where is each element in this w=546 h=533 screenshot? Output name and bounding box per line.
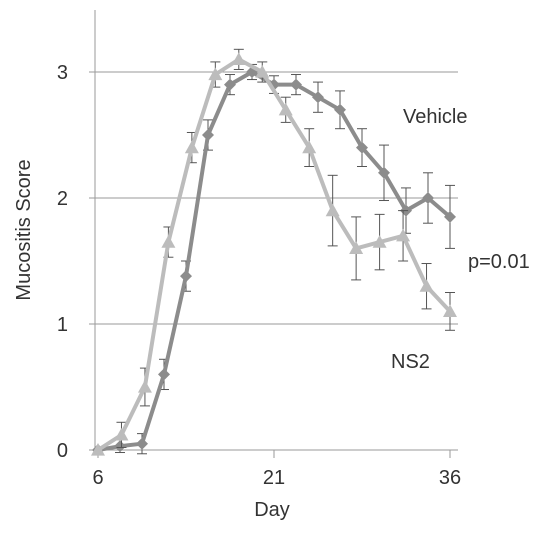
series-label-ns2: NS2 — [391, 351, 430, 373]
marker-ns2 — [302, 140, 317, 154]
marker-ns2 — [372, 235, 387, 248]
marker-vehicle — [378, 166, 390, 179]
marker-ns2 — [349, 241, 364, 254]
y-tick-label-3: 3 — [57, 62, 68, 84]
y-tick-label-1: 1 — [57, 314, 68, 336]
marker-ns2 — [184, 140, 199, 154]
y-tick-label-0: 0 — [57, 440, 68, 462]
marker-ns2 — [443, 304, 457, 317]
marker-vehicle — [114, 440, 126, 453]
marker-ns2 — [231, 52, 246, 65]
marker-vehicle — [334, 103, 346, 116]
marker-vehicle — [422, 192, 434, 204]
marker-vehicle — [290, 78, 302, 91]
label-layer: Day Mucositis Score Vehicle NS2 p=0.01 — [13, 106, 530, 521]
x-tick-label-36: 36 — [439, 467, 461, 489]
marker-ns2 — [325, 203, 340, 217]
marker-vehicle — [202, 129, 214, 141]
x-axis-title: Day — [254, 499, 290, 521]
x-tick-label-21: 21 — [263, 467, 285, 489]
marker-ns2 — [419, 279, 434, 292]
marker-vehicle — [158, 368, 170, 381]
marker-vehicle — [312, 91, 324, 104]
y-tick-label-2: 2 — [57, 188, 68, 210]
marker-ns2 — [91, 443, 105, 456]
series-layer — [91, 48, 457, 456]
marker-ns2 — [208, 67, 223, 81]
marker-vehicle — [180, 270, 192, 283]
series-line-vehicle — [97, 70, 452, 452]
y-axis-title: Mucositis Score — [13, 159, 35, 300]
p-value-annotation: p=0.01 — [468, 251, 530, 273]
marker-vehicle — [136, 437, 148, 450]
marker-vehicle — [224, 78, 236, 91]
marker-ns2 — [278, 102, 293, 116]
marker-vehicle — [444, 210, 456, 223]
series-line-ns2 — [96, 57, 452, 452]
series-vehicle — [92, 63, 456, 456]
series-ns2 — [91, 48, 457, 456]
marker-ns2 — [255, 65, 270, 78]
marker-ns2 — [396, 228, 411, 242]
marker-ns2 — [161, 235, 176, 248]
marker-vehicle — [356, 141, 368, 154]
series-label-vehicle: Vehicle — [403, 106, 468, 128]
marker-ns2 — [114, 427, 129, 441]
marker-ns2 — [137, 380, 152, 393]
x-tick-label-6: 6 — [92, 467, 103, 489]
